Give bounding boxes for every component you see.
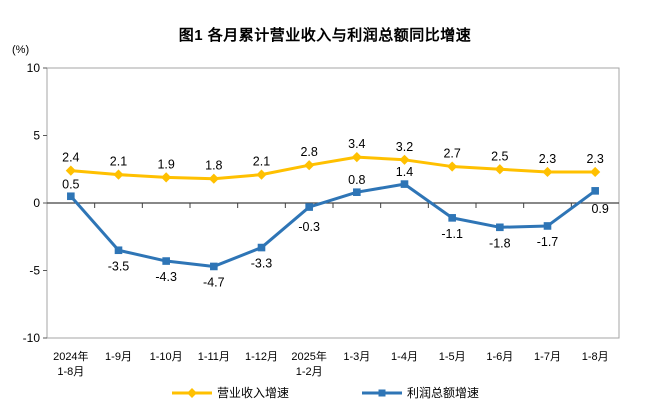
- data-label: 2.3: [539, 152, 556, 166]
- series-marker-square: [591, 187, 599, 195]
- legend-item-profit: 利润总额增速: [361, 384, 479, 401]
- legend-label-revenue: 营业收入增速: [216, 386, 289, 400]
- series-marker-square: [448, 214, 456, 222]
- x-category-label: 1-10月: [150, 351, 183, 363]
- y-axis-unit-label: (%): [12, 44, 30, 56]
- legend-item-revenue: 营业收入增速: [171, 384, 289, 401]
- data-label: -4.3: [155, 270, 177, 284]
- x-category-label: 1-7月: [534, 351, 561, 363]
- data-label: -0.3: [298, 220, 320, 234]
- data-label: -4.7: [203, 275, 225, 289]
- series-marker-diamond: [256, 169, 267, 180]
- x-category-label: 2025年: [291, 349, 326, 363]
- data-label: -1.1: [441, 227, 463, 241]
- data-label: 2.5: [491, 149, 508, 163]
- chart-legend: 营业收入增速 利润总额增速: [0, 384, 650, 401]
- y-tick-label: -5: [29, 264, 40, 278]
- series-marker-diamond: [161, 172, 172, 183]
- series-marker-square: [162, 257, 170, 265]
- profit-series-line: [69, 182, 597, 268]
- series-marker-diamond: [351, 152, 362, 163]
- x-category-label: 1-5月: [439, 351, 466, 363]
- data-label: 2.7: [443, 147, 460, 161]
- series-marker-square: [210, 262, 218, 271]
- series-marker-square: [305, 203, 313, 211]
- series-marker-square: [67, 192, 75, 201]
- profit-series-swatch-icon: [362, 389, 402, 396]
- data-label: 1.9: [157, 157, 174, 171]
- series-marker-diamond: [113, 169, 124, 180]
- series-marker-diamond: [542, 166, 553, 178]
- legend-marker: [187, 387, 197, 398]
- data-label: 2.1: [253, 155, 270, 169]
- series-marker-square: [114, 246, 123, 255]
- series-marker-diamond: [447, 161, 458, 172]
- series-marker-square: [257, 243, 266, 252]
- series-marker-square: [400, 180, 409, 188]
- y-tick-label: 0: [33, 196, 40, 210]
- data-label: -3.3: [251, 257, 273, 271]
- y-tick-label: 10: [27, 61, 41, 75]
- revenue-series-swatch-icon: [171, 387, 212, 398]
- data-label: 2.3: [586, 152, 603, 166]
- x-category-label: 1-2月: [296, 366, 323, 378]
- legend-label-profit: 利润总额增速: [407, 386, 480, 400]
- series-marker-diamond: [304, 160, 315, 171]
- series-marker-square: [543, 222, 552, 230]
- data-label: -1.7: [537, 235, 559, 249]
- x-category-label: 1-9月: [105, 351, 132, 363]
- x-category-label: 1-8月: [57, 366, 84, 378]
- data-label: 2.8: [300, 145, 317, 159]
- x-category-label: 1-3月: [343, 351, 370, 363]
- x-category-label: 1-12月: [245, 351, 278, 363]
- data-label: 3.2: [396, 140, 413, 154]
- revenue-series-line: [69, 155, 597, 181]
- series-marker-diamond: [590, 166, 601, 178]
- data-label: 0.9: [591, 202, 608, 216]
- series-marker-diamond: [65, 165, 76, 176]
- data-label: 2.1: [110, 155, 127, 169]
- data-label: 1.4: [396, 165, 413, 179]
- data-label: -1.8: [489, 236, 511, 250]
- data-label: 0.8: [348, 173, 365, 187]
- data-label: -3.5: [108, 259, 130, 273]
- series-marker-diamond: [208, 173, 219, 184]
- series-marker-square: [353, 188, 361, 196]
- y-tick-label: 5: [33, 129, 40, 143]
- x-category-label: 1-4月: [391, 351, 418, 363]
- series-marker-diamond: [494, 164, 505, 175]
- data-label: 1.8: [205, 159, 222, 173]
- x-category-label: 1-8月: [582, 351, 609, 363]
- data-label: 3.4: [348, 137, 365, 151]
- series-marker-square: [496, 223, 504, 232]
- x-category-label: 1-6月: [486, 351, 513, 363]
- x-category-label: 1-11月: [198, 351, 230, 363]
- data-label: 0.5: [62, 177, 79, 191]
- chart-title: 图1 各月累计营业收入与利润总额同比增速: [178, 27, 472, 44]
- y-tick-label: -10: [23, 331, 41, 345]
- x-category-label: 2024年: [53, 349, 88, 363]
- data-label: 2.4: [62, 151, 79, 165]
- series-marker-diamond: [399, 154, 410, 165]
- legend-marker: [378, 389, 386, 396]
